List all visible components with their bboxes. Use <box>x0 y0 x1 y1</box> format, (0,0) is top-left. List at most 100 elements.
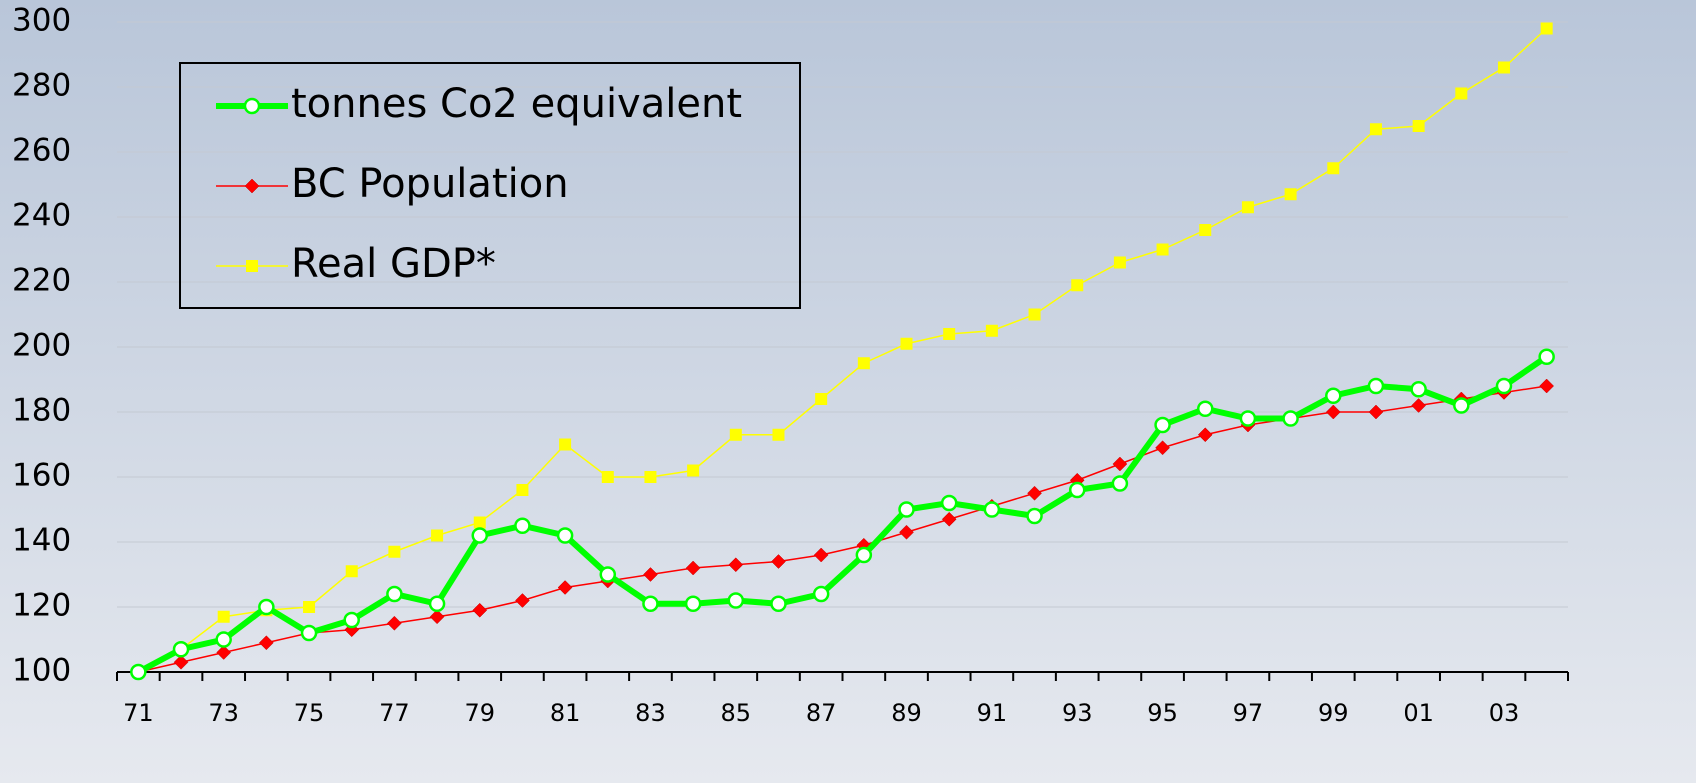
data-point <box>1495 377 1513 395</box>
legend-marker <box>244 178 260 194</box>
data-point <box>1028 308 1041 321</box>
data-point <box>300 624 318 642</box>
x-tick-label: 93 <box>1062 699 1093 727</box>
data-point <box>1112 456 1128 472</box>
data-point <box>1241 201 1254 214</box>
data-point <box>687 464 700 477</box>
data-point <box>1455 87 1468 100</box>
data-point <box>771 554 786 569</box>
y-tick-label: 120 <box>12 588 71 624</box>
data-point <box>1156 243 1169 256</box>
data-point <box>899 524 914 540</box>
x-tick-label: 83 <box>635 699 666 727</box>
data-point <box>1155 440 1170 456</box>
data-point <box>471 527 488 544</box>
x-tick-label: 75 <box>294 699 325 727</box>
data-point <box>813 547 829 563</box>
y-tick-label: 200 <box>12 328 71 364</box>
data-point <box>684 595 702 612</box>
data-point <box>1539 378 1555 394</box>
legend-label: tonnes Co2 equivalent <box>291 81 742 127</box>
data-point <box>386 585 403 603</box>
data-point <box>599 566 617 583</box>
data-point <box>772 428 785 441</box>
y-tick-label: 180 <box>12 393 71 429</box>
data-point <box>642 595 659 612</box>
data-point <box>643 567 658 582</box>
y-tick-label: 260 <box>12 133 71 169</box>
data-point <box>1154 416 1171 434</box>
data-point <box>729 428 742 441</box>
data-point <box>343 611 360 629</box>
data-point <box>557 580 573 595</box>
data-point <box>728 557 744 573</box>
data-point <box>815 393 828 405</box>
data-point <box>1412 120 1425 132</box>
y-tick-label: 240 <box>12 198 71 234</box>
data-point <box>1071 279 1084 292</box>
data-point <box>770 595 787 612</box>
data-point <box>473 516 486 529</box>
data-point <box>173 654 189 670</box>
x-tick-label: 95 <box>1147 699 1178 727</box>
data-point <box>941 511 957 527</box>
legend-marker <box>243 97 261 115</box>
x-tick-label: 81 <box>550 699 581 727</box>
data-point <box>215 631 232 648</box>
data-point <box>983 501 1001 518</box>
data-point <box>429 609 445 625</box>
x-tick-label: 71 <box>123 699 154 727</box>
data-point <box>1026 507 1043 525</box>
y-tick-label: 280 <box>12 68 71 104</box>
data-point <box>685 560 701 576</box>
data-point <box>1325 387 1342 404</box>
data-point <box>1327 162 1340 175</box>
data-point <box>644 471 657 483</box>
series-line <box>138 385 1547 673</box>
data-point <box>1369 123 1382 136</box>
y-tick-label: 300 <box>12 3 71 39</box>
data-point <box>1199 224 1212 236</box>
x-tick-label: 77 <box>379 699 410 727</box>
y-tick-label: 100 <box>12 653 71 689</box>
legend-label: Real GDP* <box>291 241 496 287</box>
data-point <box>900 337 913 350</box>
x-tick-label: 97 <box>1233 699 1264 727</box>
data-point <box>472 602 488 618</box>
data-point <box>515 593 530 608</box>
data-point <box>303 601 316 613</box>
legend-box <box>179 62 801 309</box>
data-point <box>428 595 446 612</box>
data-point <box>812 585 830 603</box>
data-point <box>1111 475 1129 492</box>
data-point <box>601 471 614 483</box>
data-point <box>855 546 873 564</box>
x-tick-label: 99 <box>1318 699 1349 727</box>
data-point <box>1325 404 1341 420</box>
data-point <box>1538 348 1555 365</box>
data-point <box>1368 404 1384 420</box>
series-line <box>137 27 1548 673</box>
data-point <box>1068 481 1086 499</box>
data-point <box>1027 485 1042 501</box>
legend-label: BC Population <box>291 161 569 207</box>
data-point <box>898 501 915 518</box>
x-tick-label: 01 <box>1403 699 1434 727</box>
data-point <box>431 529 444 542</box>
data-point <box>1410 381 1427 398</box>
y-tick-label: 220 <box>12 263 71 299</box>
data-point <box>985 324 998 337</box>
data-point <box>1497 61 1510 74</box>
data-point <box>130 663 147 681</box>
data-point <box>388 545 401 558</box>
data-point <box>516 484 529 496</box>
legend-marker <box>246 260 258 272</box>
data-point <box>1411 398 1426 413</box>
x-tick-label: 87 <box>806 699 837 727</box>
x-tick-label: 91 <box>977 699 1008 727</box>
data-point <box>556 527 574 544</box>
data-point <box>1239 410 1257 427</box>
data-point <box>172 641 190 658</box>
